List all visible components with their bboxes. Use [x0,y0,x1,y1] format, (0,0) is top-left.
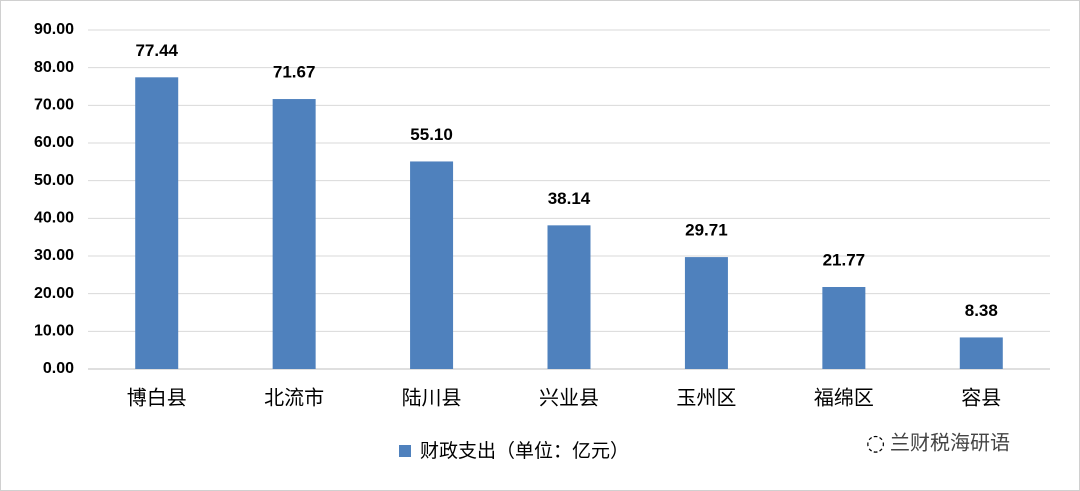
y-tick-label: 50.00 [34,172,74,189]
value-label: 21.77 [823,250,866,269]
value-label: 77.44 [135,41,178,60]
x-tick-label: 兴业县 [539,386,599,410]
bar [135,77,179,370]
watermark: 兰财税海研语 [890,431,1010,455]
x-tick-label: 陆川县 [402,386,462,410]
legend-swatch [399,445,411,457]
bar [959,337,1003,369]
x-tick-label: 福绵区 [814,386,874,410]
y-tick-label: 10.00 [34,323,74,340]
value-label: 55.10 [410,125,453,144]
bar [272,99,316,369]
y-tick-label: 40.00 [34,210,74,227]
bar [547,225,591,369]
bar [410,161,454,369]
x-tick-label: 玉州区 [676,386,736,410]
watermark-icon: ◌ [866,431,885,456]
value-label: 38.14 [548,189,591,208]
x-tick-label: 博白县 [127,386,187,410]
y-tick-label: 90.00 [34,21,74,38]
y-tick-label: 0.00 [43,360,74,377]
value-label: 29.71 [685,221,728,240]
value-label: 71.67 [273,63,316,82]
x-tick-label: 容县 [961,386,1001,410]
y-tick-label: 20.00 [34,285,74,302]
bar [822,286,866,369]
x-tick-label: 北流市 [264,386,324,410]
bar [684,257,728,369]
y-tick-label: 70.00 [34,97,74,114]
value-label: 8.38 [965,301,998,320]
legend-label: 财政支出（单位：亿元） [420,440,629,462]
y-tick-label: 30.00 [34,247,74,264]
y-tick-label: 80.00 [34,59,74,76]
y-tick-label: 60.00 [34,134,74,151]
